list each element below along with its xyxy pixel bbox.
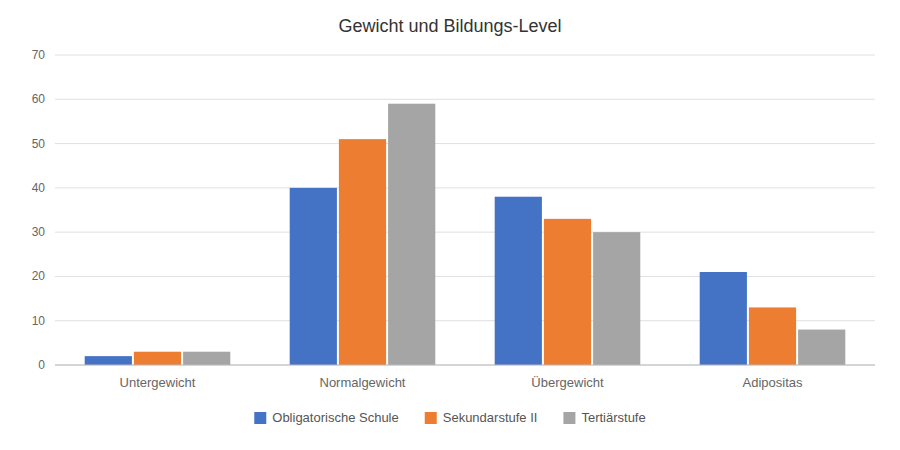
legend-swatch xyxy=(254,412,266,424)
bar xyxy=(290,188,337,365)
y-tick-label: 50 xyxy=(32,137,46,151)
legend-label: Sekundarstufe II xyxy=(443,410,538,425)
bar xyxy=(339,139,386,365)
bar xyxy=(388,104,435,365)
legend-item: Tertiärstufe xyxy=(563,410,645,425)
bar xyxy=(798,330,845,365)
bar xyxy=(134,352,181,365)
y-axis: 0 10 20 30 40 50 60 70 xyxy=(32,48,875,372)
legend-label: Tertiärstufe xyxy=(581,410,645,425)
page: {"chart_data": {"type": "bar", "title": … xyxy=(0,0,900,450)
legend-label: Obligatorische Schule xyxy=(272,410,398,425)
grid-line xyxy=(55,99,875,100)
y-tick-label: 60 xyxy=(32,92,46,106)
chart-svg: Gewicht und Bildungs-Level 0 10 20 30 40 50 60 7… xyxy=(0,0,900,450)
legend-item: Sekundarstufe II xyxy=(425,410,538,425)
grid-line xyxy=(55,143,875,144)
legend: Obligatorische Schule Sekundarstufe II Ter… xyxy=(254,410,645,425)
y-tick-label: 30 xyxy=(32,225,46,239)
legend-swatch xyxy=(563,412,575,424)
y-tick-label: 0 xyxy=(38,358,45,372)
title: Gewicht und Bildungs-Level xyxy=(338,16,561,36)
x-tick-label: Normalgewicht xyxy=(320,375,406,390)
x-tick-label: Adipositas xyxy=(743,375,803,390)
chart-container: Gewicht und Bildungs-Level 0 10 20 30 40 50 60 7… xyxy=(0,0,900,450)
x-tick-label: Untergewicht xyxy=(120,375,196,390)
legend-swatch xyxy=(425,412,437,424)
bar xyxy=(183,352,230,365)
bar xyxy=(85,356,132,365)
bar xyxy=(544,219,591,365)
x-tick-label: Übergewicht xyxy=(531,375,604,390)
x-axis-line xyxy=(55,365,875,366)
series xyxy=(183,104,845,365)
grid-line xyxy=(55,276,875,277)
grid-line xyxy=(55,187,875,188)
y-tick-label: 20 xyxy=(32,269,46,283)
legend-item: Obligatorische Schule xyxy=(254,410,398,425)
bar xyxy=(700,272,747,365)
y-tick-label: 10 xyxy=(32,314,46,328)
grid-line xyxy=(55,55,875,56)
bars xyxy=(85,104,846,365)
series xyxy=(134,139,796,365)
grid-line xyxy=(55,365,875,366)
y-tick-label: 70 xyxy=(32,48,46,62)
bar xyxy=(749,307,796,365)
grid-line xyxy=(55,232,875,233)
bar xyxy=(593,232,640,365)
bar xyxy=(495,197,542,365)
x-axis: Untergewicht Normalgewicht Übergewicht Adip… xyxy=(120,375,803,390)
y-tick-label: 40 xyxy=(32,181,46,195)
